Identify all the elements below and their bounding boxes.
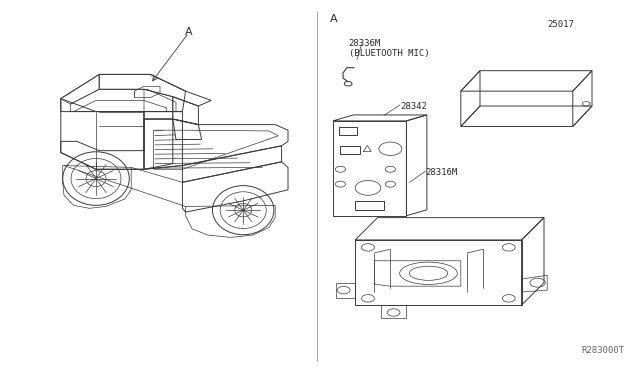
Text: A: A	[330, 15, 337, 24]
Text: 28342: 28342	[400, 102, 427, 110]
Text: 28316M: 28316M	[426, 169, 458, 177]
Text: R283000T: R283000T	[581, 346, 624, 355]
Text: 25017: 25017	[547, 20, 574, 29]
Text: 28336M
(BLUETOOTH MIC): 28336M (BLUETOOTH MIC)	[349, 39, 429, 58]
Text: A: A	[185, 27, 193, 36]
